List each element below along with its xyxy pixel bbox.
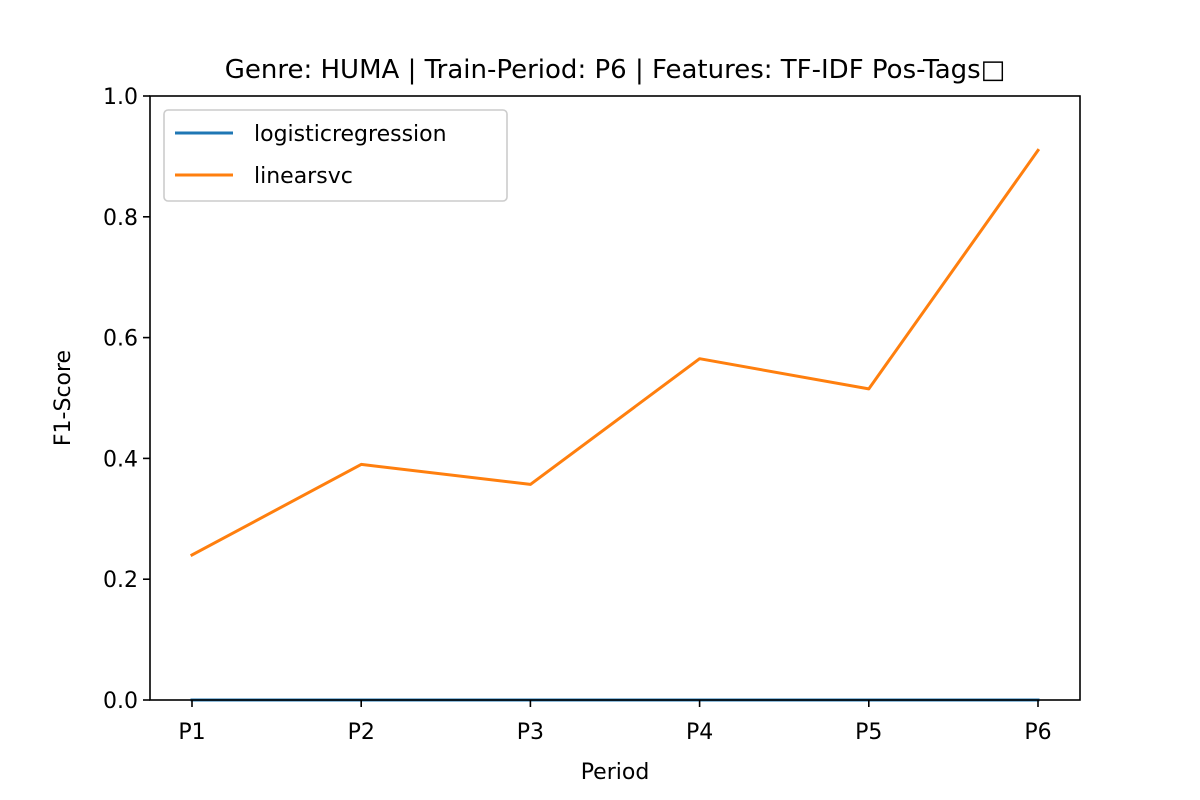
y-tick-label: 0.4	[103, 447, 138, 472]
y-tick-label: 0.6	[103, 327, 138, 352]
legend-box	[163, 109, 508, 202]
x-tick-label: P2	[348, 720, 375, 745]
y-tick-label: 0.2	[103, 568, 138, 593]
plot-lines	[189, 148, 1041, 702]
x-axis-label: Period	[581, 760, 650, 785]
y-tick-label: 1.0	[103, 85, 138, 110]
legend: logisticregression linearsvc	[163, 109, 508, 202]
y-axis-label: F1-Score	[51, 350, 76, 446]
chart-title: Genre: HUMA | Train-Period: P6 | Feature…	[225, 55, 1006, 85]
series-line-linearsvc	[189, 148, 1041, 558]
x-tick-label: P5	[855, 720, 882, 745]
plot-frame	[149, 95, 1081, 701]
y-axis: 0.0 0.2 0.4 0.6 0.8 1.0	[103, 85, 150, 714]
x-tick-label: P3	[517, 720, 544, 745]
x-tick-label: P4	[686, 720, 713, 745]
legend-label-logisticregression: logisticregression	[254, 122, 447, 147]
x-axis: P1 P2 P3 P4 P5 P6	[178, 700, 1052, 745]
legend-label-linearsvc: linearsvc	[254, 164, 353, 189]
y-tick-label: 0.0	[103, 689, 138, 714]
x-tick-label: P6	[1024, 720, 1051, 745]
y-tick-label: 0.8	[103, 206, 138, 231]
x-tick-label: P1	[178, 720, 205, 745]
